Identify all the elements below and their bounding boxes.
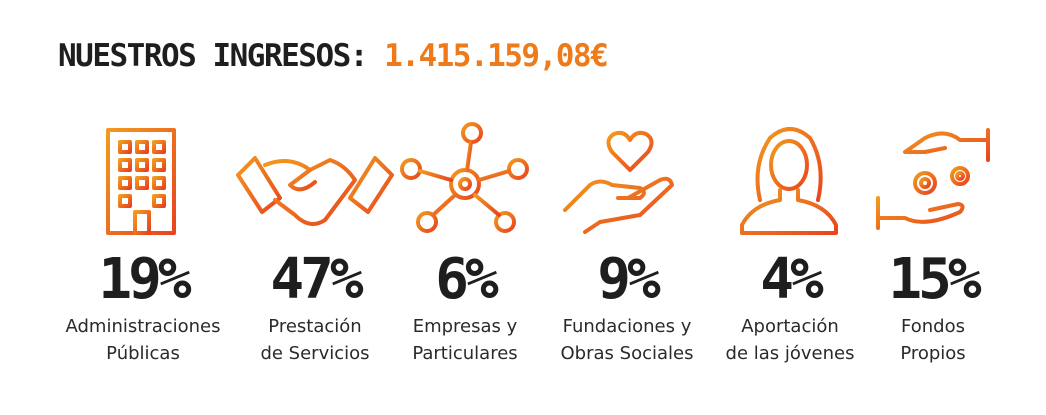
category-label: Fondos (901, 316, 965, 337)
category-label: Administraciones (65, 316, 220, 337)
percentage: 19% (98, 247, 191, 312)
category-label: Prestación (268, 316, 361, 337)
category-label: Públicas (106, 343, 180, 364)
total-amount: 1.415.159,08€ (384, 38, 609, 74)
gears-hands-icon (876, 128, 990, 230)
percentage: 15% (888, 247, 981, 312)
category-label: Fundaciones y (563, 316, 692, 337)
percentage: 9% (597, 247, 661, 312)
category-label: Empresas y (413, 316, 518, 337)
woman-icon (740, 127, 838, 235)
category-label: Propios (900, 343, 965, 364)
category-label: Obras Sociales (561, 343, 694, 364)
category-label: Aportación (741, 316, 839, 337)
percentage: 4% (760, 247, 824, 312)
network-icon (400, 122, 529, 233)
building-icon (90, 128, 196, 235)
category-label: Particulares (412, 343, 517, 364)
percentage: 47% (270, 247, 363, 312)
title: NUESTROS INGRESOS: 1.415.159,08€ (58, 38, 609, 74)
percentage: 6% (435, 247, 499, 312)
title-text: NUESTROS INGRESOS: (58, 38, 368, 74)
handshake-icon (236, 156, 394, 226)
heart-hand-icon (563, 130, 674, 234)
category-label: de Servicios (260, 343, 369, 364)
category-label: de las jóvenes (726, 343, 855, 364)
